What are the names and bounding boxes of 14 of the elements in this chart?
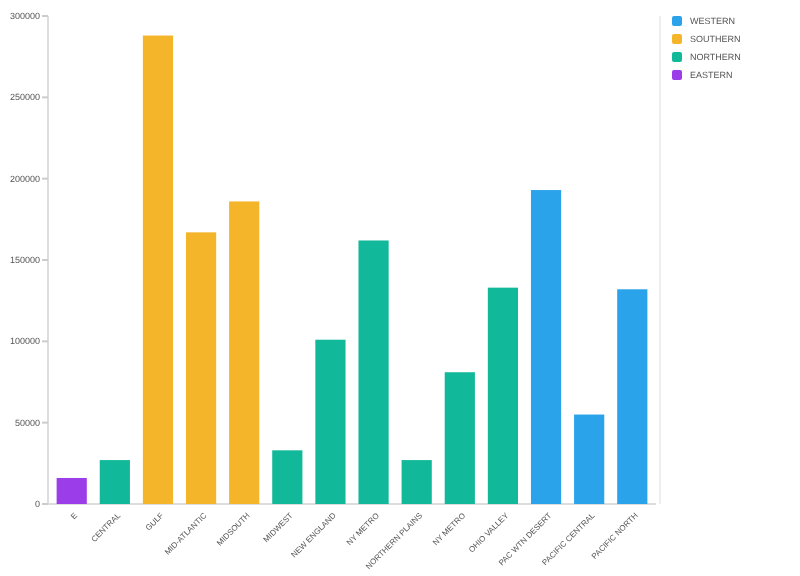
- bar: [487, 287, 519, 504]
- bar: [401, 460, 432, 504]
- bar: [444, 372, 475, 504]
- bar: [530, 190, 562, 504]
- bar: [142, 35, 174, 504]
- bar: [56, 477, 87, 504]
- bar: [185, 232, 217, 504]
- bar: [272, 450, 303, 504]
- bar: [315, 339, 346, 504]
- bar: [617, 289, 648, 504]
- bar: [574, 414, 605, 504]
- bar: [358, 240, 389, 504]
- bar: [99, 460, 130, 504]
- bar: [229, 201, 260, 504]
